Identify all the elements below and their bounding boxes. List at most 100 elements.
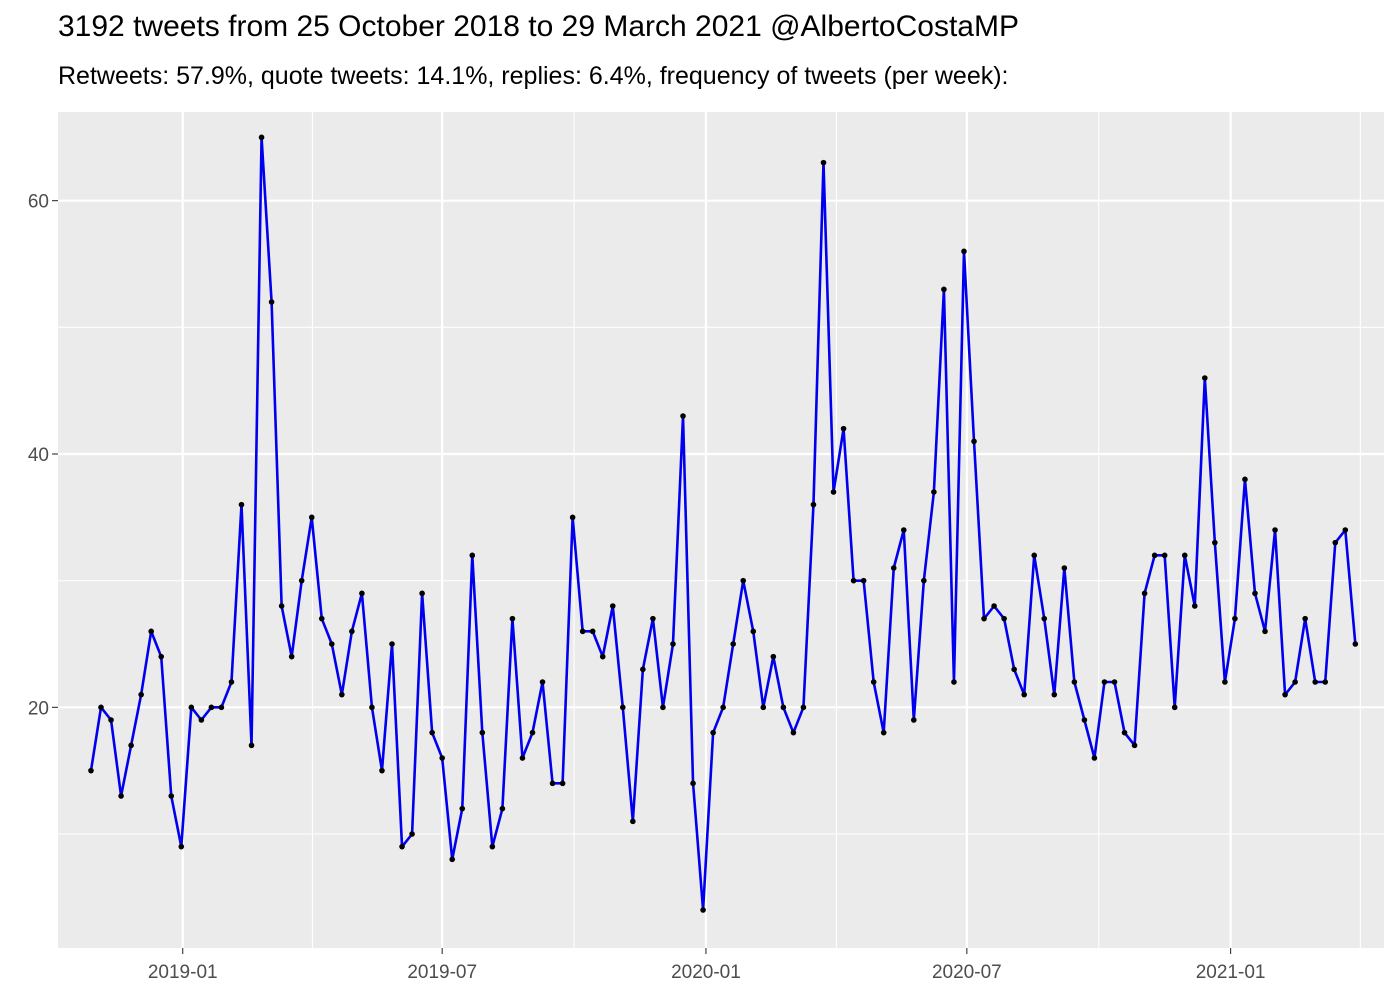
data-point (1352, 641, 1359, 647)
data-point (158, 653, 165, 660)
data-point (921, 577, 927, 584)
data-point (278, 603, 285, 609)
data-point (1332, 539, 1339, 546)
data-point (931, 489, 937, 495)
data-point (539, 679, 546, 685)
data-point (308, 514, 315, 521)
data-point (549, 780, 556, 787)
data-point (459, 805, 466, 812)
data-point (810, 501, 817, 508)
data-point (98, 704, 104, 711)
data-point (1252, 590, 1258, 597)
data-point (660, 704, 666, 711)
data-point (1171, 704, 1178, 711)
data-point (840, 425, 847, 432)
data-point (1151, 552, 1158, 559)
data-point (409, 831, 415, 837)
data-point (1202, 375, 1208, 381)
series-layer (88, 134, 1359, 913)
data-point (971, 438, 977, 445)
data-point (1051, 691, 1058, 698)
data-point (1292, 679, 1298, 685)
data-point (700, 907, 706, 913)
data-point (720, 704, 726, 711)
data-point (1302, 615, 1308, 622)
data-point (1031, 552, 1038, 559)
data-point (379, 767, 385, 774)
data-point (1161, 552, 1168, 559)
data-point (911, 717, 917, 723)
data-point (620, 704, 626, 711)
data-point (890, 565, 897, 571)
data-point (138, 691, 144, 698)
data-point (449, 856, 456, 863)
y-tick-label: 40 (28, 445, 49, 466)
data-point (1091, 755, 1098, 761)
data-point (870, 679, 877, 685)
data-point (148, 628, 154, 635)
data-point (900, 527, 907, 533)
plot-panel (58, 112, 1384, 948)
data-point (1222, 679, 1228, 685)
data-point (961, 248, 967, 255)
data-point (1111, 679, 1118, 685)
data-point (499, 805, 506, 812)
data-point (1071, 679, 1078, 685)
data-point (1262, 628, 1268, 635)
data-point (529, 729, 536, 736)
data-point (650, 615, 656, 622)
data-point (1061, 565, 1068, 571)
data-point (489, 843, 496, 850)
data-point (710, 729, 716, 736)
minor-gridlines (58, 112, 1384, 948)
data-point (268, 299, 275, 305)
chart-title: 3192 tweets from 25 October 2018 to 29 M… (58, 10, 1019, 43)
data-point (569, 514, 576, 521)
data-point (349, 628, 355, 635)
data-point (981, 615, 987, 622)
data-point (339, 691, 345, 698)
data-point (188, 704, 195, 711)
data-point (329, 641, 335, 647)
data-point (1011, 666, 1017, 673)
data-point (579, 628, 586, 635)
data-point (1322, 679, 1329, 685)
chart-subtitle: Retweets: 57.9%, quote tweets: 14.1%, re… (58, 62, 1009, 90)
data-point (118, 793, 124, 799)
data-point (178, 843, 185, 850)
data-point (951, 679, 957, 685)
data-point (589, 628, 596, 635)
data-point (991, 603, 997, 609)
data-point (1101, 679, 1108, 685)
data-point (359, 590, 365, 597)
data-point (941, 286, 947, 293)
data-point (389, 641, 395, 647)
data-point (559, 780, 566, 787)
data-point (168, 793, 175, 799)
data-point (228, 679, 235, 685)
data-point (1041, 615, 1048, 622)
data-point (248, 742, 255, 749)
data-point (820, 159, 827, 166)
data-point (258, 134, 265, 141)
data-point (730, 641, 736, 647)
y-tick-label: 60 (28, 192, 49, 213)
x-tick-label: 2021-01 (1196, 962, 1266, 983)
x-tick-label: 2020-07 (932, 962, 1002, 983)
data-point (599, 653, 606, 660)
data-point (850, 577, 857, 584)
data-point (108, 717, 114, 723)
data-point (419, 590, 425, 597)
data-point (298, 577, 305, 584)
data-point (670, 641, 676, 647)
data-point (1141, 590, 1148, 597)
data-point (1191, 603, 1198, 609)
data-point (1021, 691, 1027, 698)
data-point (690, 780, 696, 787)
data-point (238, 501, 245, 508)
y-tick-label: 20 (28, 698, 49, 719)
data-point (288, 653, 295, 660)
data-point (469, 552, 476, 559)
x-tick-label: 2019-07 (407, 962, 477, 983)
